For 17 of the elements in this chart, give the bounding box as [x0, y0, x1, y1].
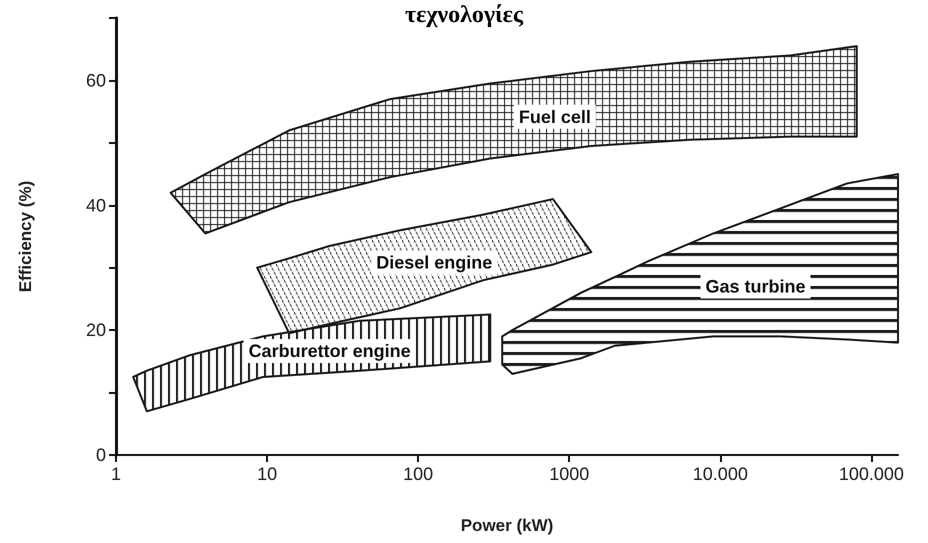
- x-tick-label: 1000: [549, 464, 590, 484]
- x-tick-label: 100.000: [838, 464, 904, 484]
- y-axis-title: Efficiency (%): [16, 180, 35, 292]
- y-tick-label: 20: [86, 320, 106, 340]
- legend-label: Gas turbine: [706, 276, 806, 297]
- x-axis-title: Power (kW): [460, 516, 554, 535]
- y-tick-label: 60: [86, 70, 106, 90]
- x-tick-label: 10: [257, 464, 278, 484]
- y-tick-label: 0: [96, 445, 106, 465]
- x-tick-label: 100: [403, 464, 434, 484]
- x-tick-label: 10.000: [692, 464, 748, 484]
- x-tick-label: 1: [110, 464, 122, 484]
- legend-label: Diesel engine: [376, 252, 492, 272]
- legend-label: Carburettor engine: [248, 341, 411, 362]
- chart-title: τεχνολογίες: [405, 2, 524, 28]
- y-tick-label: 40: [86, 195, 106, 216]
- legend-label: Fuel cell: [518, 106, 591, 127]
